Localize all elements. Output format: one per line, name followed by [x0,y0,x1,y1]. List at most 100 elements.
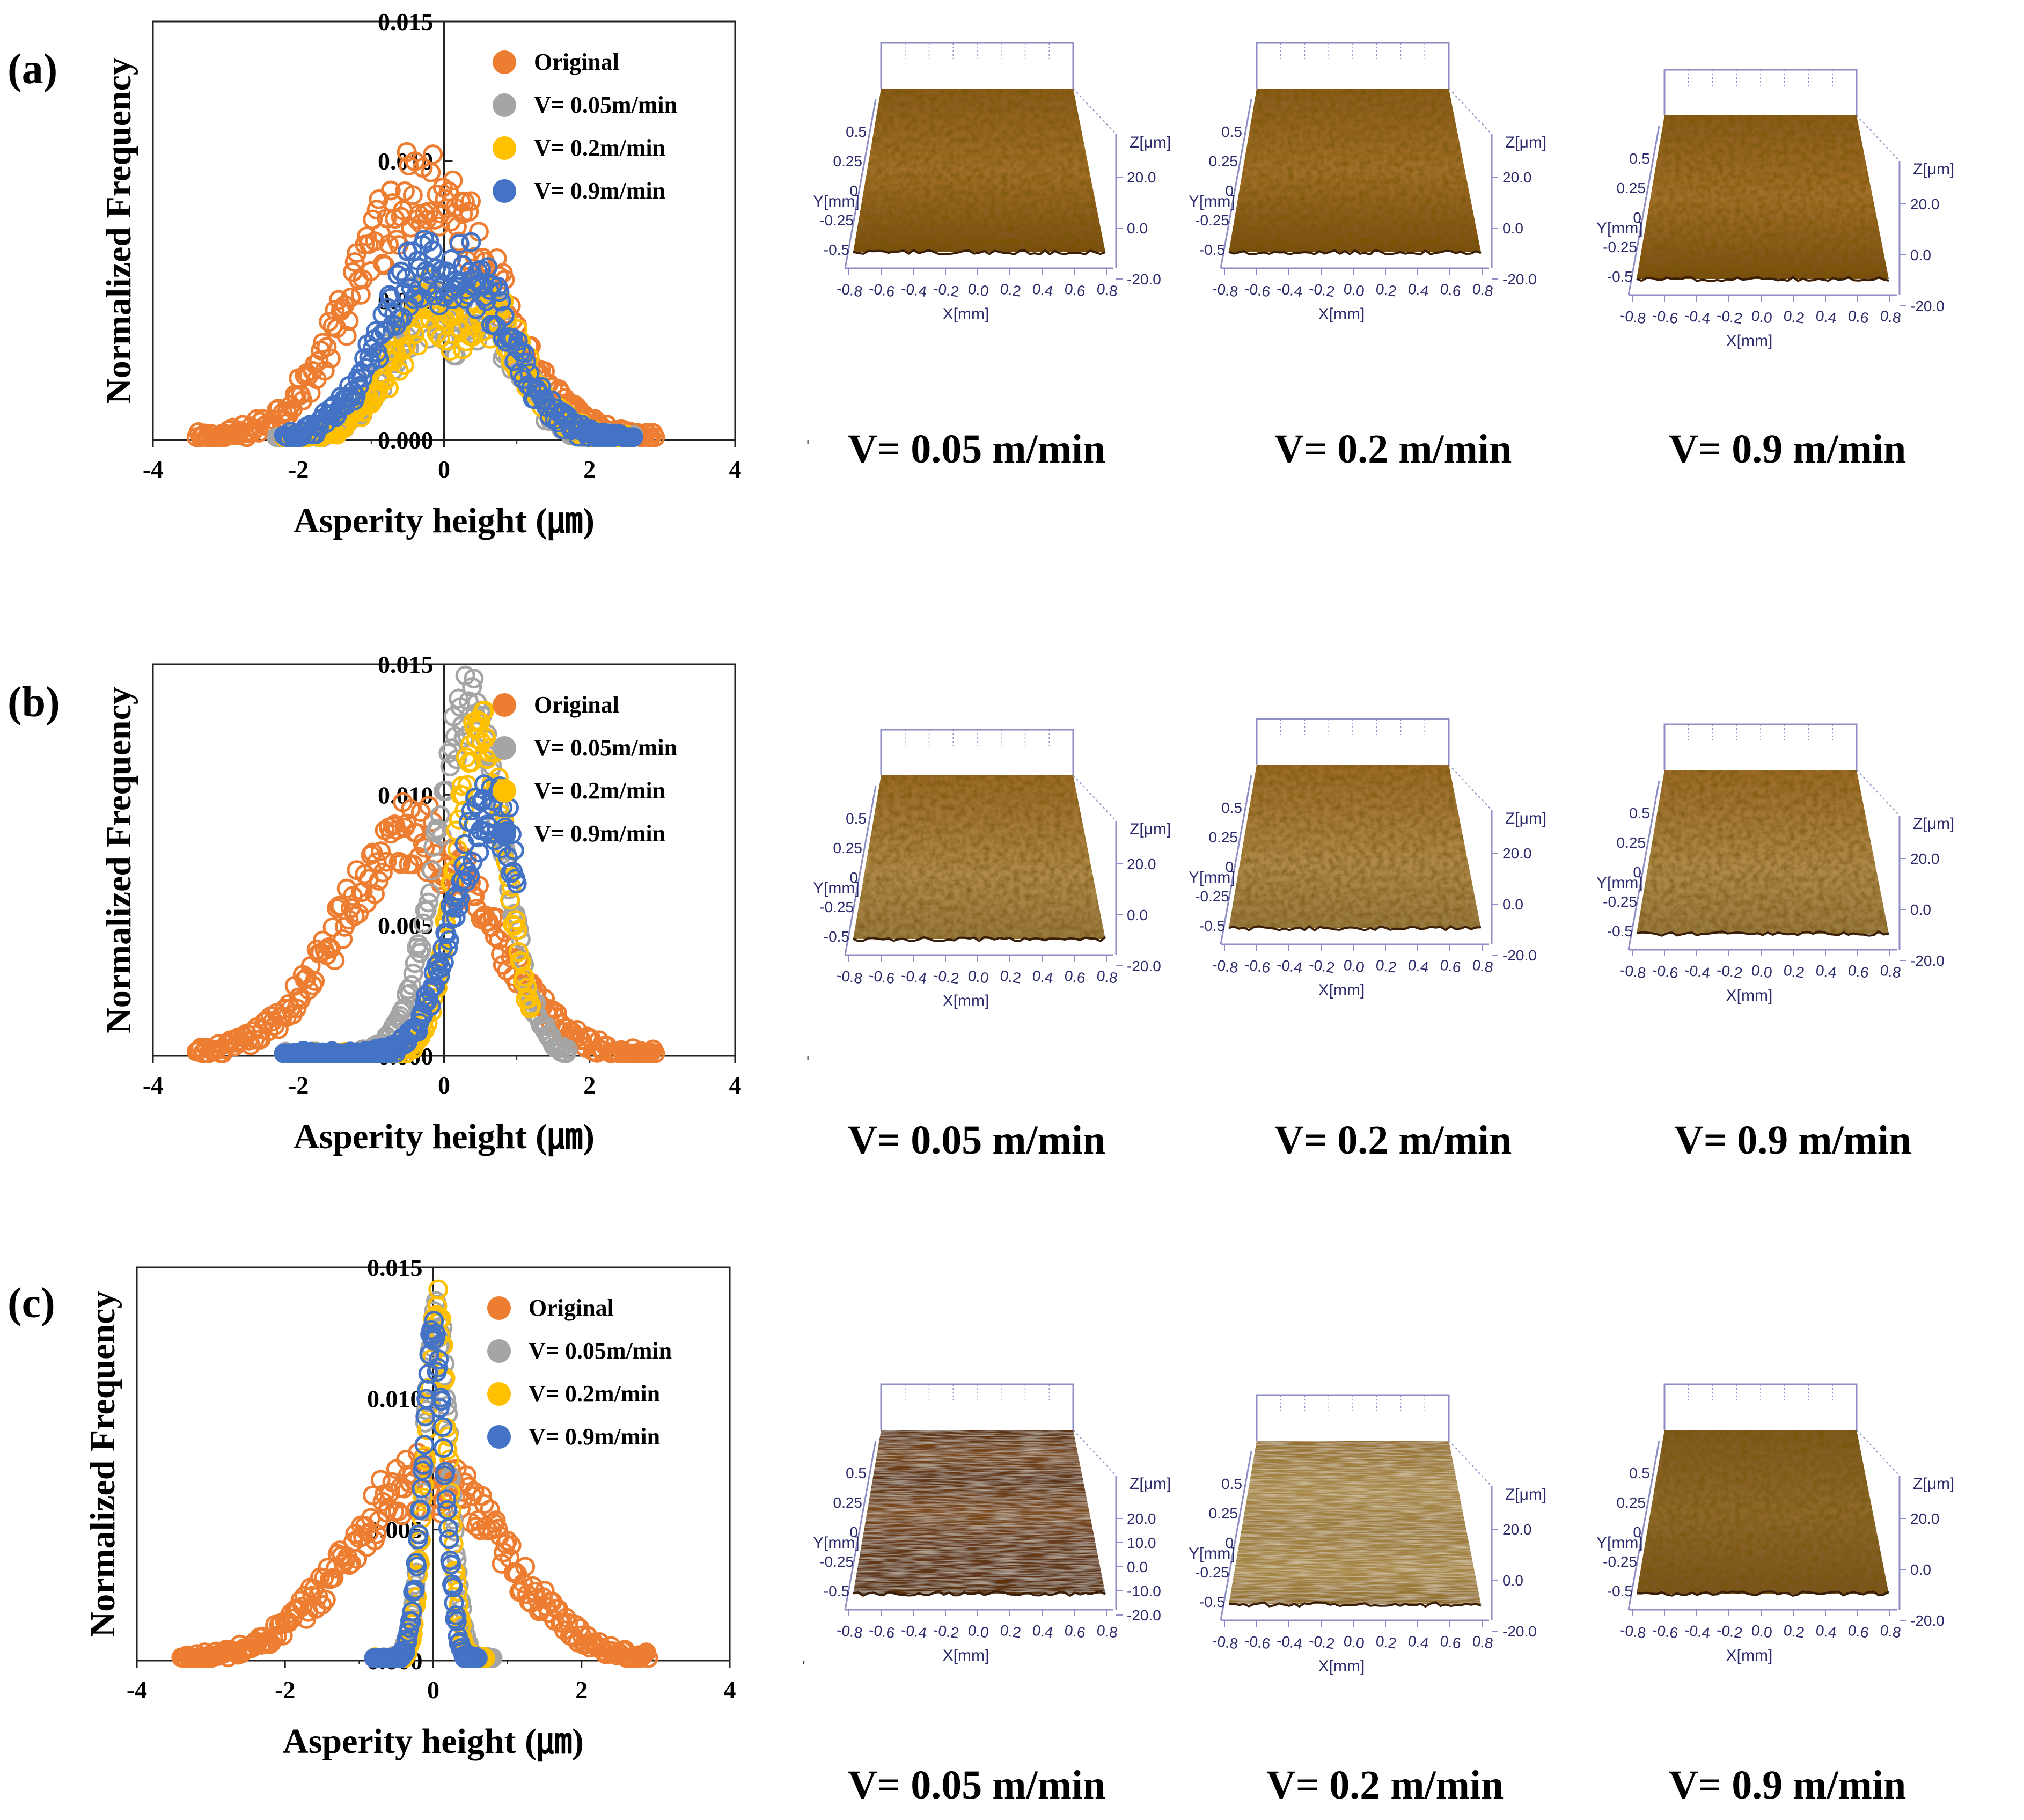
surface-x-tick-label: 0.2 [1375,957,1398,976]
velocity-caption-a-3: V= 0.9 m/min [1669,427,1906,472]
x-tick-label: 2 [575,1676,588,1704]
x-tick-label: 0 [427,1676,439,1704]
data-point [413,913,434,934]
y-tick-label: 0.005 [378,912,434,940]
data-point [344,252,365,272]
x-tick-label: 4 [729,456,742,483]
data-point [401,975,422,995]
surface-z-tick-label: -20.0 [1502,947,1537,964]
surface-x-tick-label: 0.6 [1847,1622,1870,1641]
surface-x-axis-label: X[mm] [943,1647,989,1664]
x-tick-label: -4 [143,1072,163,1099]
surface-z-tick-label: 20.0 [1127,169,1156,186]
legend-marker [493,736,516,760]
data-point [421,996,441,1016]
data-point [507,874,527,894]
surface-y-tick-label: 0.25 [1617,1494,1646,1511]
back-box-frame [1663,69,1858,115]
surface-x-tick-label: 0.6 [1064,967,1087,987]
data-point [407,1556,427,1576]
y-axis-line [1627,780,1660,950]
data-point [446,1611,467,1632]
surface-z-axis-label: Z[μm] [1505,810,1546,827]
data-point [508,942,529,962]
surface-x-tick-label: -0.8 [835,967,863,987]
data-point [467,1648,488,1668]
surface-x-tick-label: -0.8 [1211,280,1239,300]
data-point [312,1595,332,1615]
back-box-frame [1256,1394,1450,1441]
surface-y-axis-label: Y[mm] [1596,1534,1643,1552]
data-point [507,920,527,940]
legend-label: Original [534,692,619,718]
data-point [320,938,341,959]
data-point [454,800,475,820]
surface-edge [853,1590,1106,1597]
data-point [504,840,524,861]
velocity-caption-b-1: V= 0.05 m/min [848,1118,1105,1163]
grid-line [1073,88,1117,135]
legend-marker [493,179,516,203]
surface-z-tick-label: 0.0 [1127,1559,1148,1575]
data-point [336,326,357,346]
data-point [376,320,396,341]
legend-marker [493,693,516,717]
legend-label: V= 0.05m/min [534,92,677,118]
surface-z-tick-label: 20.0 [1910,1510,1940,1527]
data-point [469,842,489,863]
data-point [461,191,481,211]
surface-y-tick-label: 0.25 [1209,1505,1238,1522]
back-box-frame [1663,1383,1858,1430]
surface-y-tick-label: -0.5 [1199,241,1225,258]
surface-x-tick-label: 0.6 [1064,1622,1087,1641]
data-point [364,884,385,904]
surface-z-axis-label: Z[μm] [1130,820,1171,838]
surface-x-tick-label: 0.8 [1096,1622,1119,1641]
data-point [401,1611,421,1632]
surface-x-tick-label: -0.8 [1211,956,1239,976]
surface-x-tick-label: 0.8 [1096,281,1119,300]
data-point [395,1641,416,1662]
data-point [500,890,520,910]
surface-x-tick-label: 0.0 [967,1622,990,1641]
data-point [442,872,462,893]
y-tick-label: 0.010 [367,1385,423,1412]
surface-x-tick-label: -0.6 [868,1621,896,1641]
y-tick-label: 0.015 [367,1254,423,1281]
data-point [371,325,391,345]
surface-b-3: -0.8 -0.6 -0.4 -0.2 0.0 0.2 0.4 0.6 0.8 X[mm] 0.5 0… [1596,723,1954,1004]
surface-y-tick-label: 0.5 [1629,805,1650,821]
surface-y-tick-label: 0.25 [1617,834,1646,851]
data-point [356,358,376,378]
surface-y-tick-label: 0 [1225,182,1234,199]
data-point [515,1557,536,1577]
data-point [412,938,432,958]
legend-marker [493,779,516,803]
data-point [305,971,325,991]
data-point [438,938,458,958]
surface-x-tick-label: 0.0 [1750,1622,1773,1641]
surface-y-tick-label: 0 [849,1524,858,1540]
surface-x-tick-label: -0.8 [1619,1621,1647,1641]
surface-y-tick-label: 0 [1633,864,1641,880]
data-point [312,333,333,353]
surface-topography [1637,115,1889,279]
velocity-caption-a-1: V= 0.05 m/min [848,427,1105,472]
grid-line [1073,1429,1117,1476]
data-point [392,307,413,328]
legend-marker [487,1296,511,1320]
legend-label: V= 0.9m/min [534,178,665,204]
data-point [495,269,515,290]
surface-y-tick-label: 0.5 [1221,123,1242,140]
panel-label-a: (a) [8,46,57,93]
surface-x-tick-label: -0.4 [900,967,928,987]
surface-x-tick-label: -0.8 [1619,962,1647,981]
y-axis-line [1627,126,1660,296]
surface-edge [1228,924,1482,932]
surface-edge [1636,930,1889,937]
surface-x-tick-label: 0.0 [967,281,990,300]
data-point [645,427,665,447]
y-axis-label: Normalized Frequency [99,687,138,1033]
data-point [429,1349,449,1370]
surface-edge [1636,275,1889,282]
